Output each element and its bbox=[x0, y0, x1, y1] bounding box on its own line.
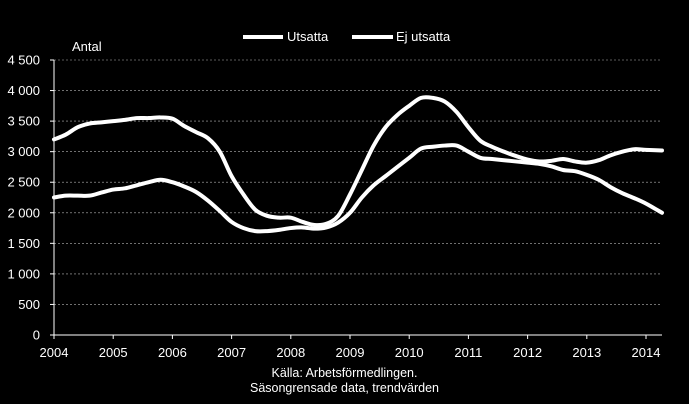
x-tick-label: 2005 bbox=[99, 345, 128, 360]
y-tick-label: 4 500 bbox=[7, 53, 40, 68]
x-tick-label: 2004 bbox=[40, 345, 69, 360]
y-tick-label: 3 000 bbox=[7, 144, 40, 159]
y-tick-labels: 0 500 1 000 1 500 2 000 2 500 3 000 3 500 4 000 4… bbox=[7, 53, 54, 343]
y-tick-label: 2 000 bbox=[7, 205, 40, 220]
x-tick-labels: 2004 2005 2006 2007 2008 2009 2010 2011 2012 2013… bbox=[40, 335, 661, 360]
legend-label-ej-utsatta: Ej utsatta bbox=[396, 29, 451, 44]
x-tick-label: 2006 bbox=[158, 345, 187, 360]
series-lines bbox=[52, 95, 664, 234]
y-axis-title: Antal bbox=[72, 39, 102, 54]
y-tick-label: 1 500 bbox=[7, 236, 40, 251]
y-tick-label: 1 000 bbox=[7, 266, 40, 281]
x-tick-label: 2011 bbox=[454, 345, 482, 360]
x-tick-label: 2014 bbox=[632, 345, 661, 360]
x-tick-label: 2008 bbox=[276, 345, 305, 360]
legend: Utsatta Ej utsatta bbox=[243, 29, 451, 44]
y-tick-label: 0 bbox=[33, 328, 40, 343]
y-tick-label: 2 500 bbox=[7, 175, 40, 190]
x-tick-label: 2013 bbox=[572, 345, 601, 360]
x-tick-label: 2010 bbox=[395, 345, 424, 360]
series-line-ej-utsatta bbox=[52, 143, 664, 234]
legend-label-utsatta: Utsatta bbox=[287, 29, 329, 44]
y-tick-label: 3 500 bbox=[7, 114, 40, 129]
x-tick-label: 2009 bbox=[336, 345, 365, 360]
y-tick-label: 500 bbox=[18, 297, 40, 312]
series-line-utsatta bbox=[52, 95, 664, 228]
x-tick-label: 2012 bbox=[513, 345, 542, 360]
y-tick-label: 4 000 bbox=[7, 83, 40, 98]
source-note: Källa: Arbetsförmedlingen. bbox=[271, 366, 418, 380]
x-tick-label: 2007 bbox=[217, 345, 246, 360]
data-note: Säsongrensade data, trendvärden bbox=[249, 381, 440, 395]
